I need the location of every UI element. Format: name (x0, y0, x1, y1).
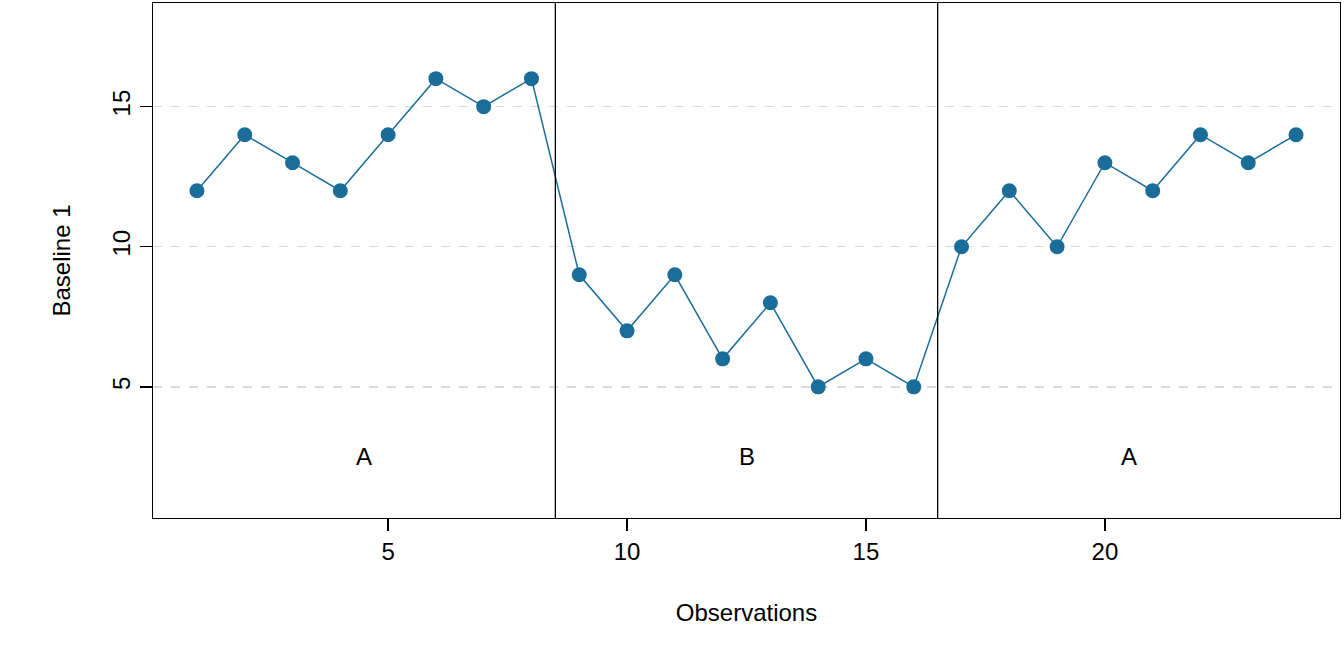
svg-text:A: A (1121, 443, 1137, 470)
svg-text:Baseline 1: Baseline 1 (48, 204, 75, 316)
svg-text:15: 15 (108, 90, 135, 117)
svg-text:5: 5 (108, 377, 135, 390)
svg-text:B: B (739, 443, 755, 470)
svg-text:A: A (356, 443, 372, 470)
svg-text:10: 10 (614, 538, 641, 565)
svg-text:15: 15 (853, 538, 880, 565)
svg-text:20: 20 (1092, 538, 1119, 565)
svg-text:5: 5 (381, 538, 394, 565)
svg-text:10: 10 (108, 230, 135, 257)
svg-text:Observations: Observations (676, 599, 817, 626)
